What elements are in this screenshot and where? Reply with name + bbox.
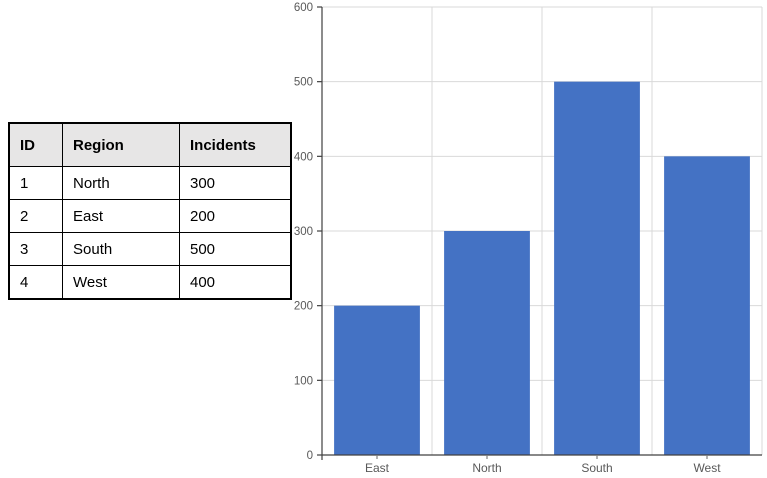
cell-incidents: 400	[179, 265, 292, 300]
y-tick-label: 500	[294, 77, 313, 89]
x-tick-label: South	[581, 461, 612, 475]
y-tick-label: 600	[294, 2, 313, 14]
cell-incidents: 300	[179, 166, 292, 200]
y-tick-label: 400	[294, 151, 313, 163]
cell-region: West	[62, 265, 180, 300]
cell-incidents: 200	[179, 199, 292, 233]
bar-west	[664, 156, 750, 456]
cell-id: 1	[8, 166, 63, 200]
y-tick-label: 300	[294, 226, 313, 238]
cell-region: North	[62, 166, 180, 200]
table-row: 2 East 200	[8, 199, 292, 233]
cell-id: 4	[8, 265, 63, 300]
cell-id: 2	[8, 199, 63, 233]
table-header-row: ID Region Incidents	[8, 122, 292, 167]
incidents-table-header: ID Region Incidents	[8, 122, 292, 167]
col-header-incidents: Incidents	[179, 122, 292, 167]
cell-region: South	[62, 232, 180, 266]
x-tick-label: North	[472, 461, 501, 475]
bar-south	[554, 81, 640, 456]
col-header-id: ID	[8, 122, 63, 167]
x-tick-label: East	[365, 461, 390, 475]
bar-east	[334, 305, 420, 455]
y-tick-label: 200	[294, 301, 313, 313]
table-row: 4 West 400	[8, 265, 292, 300]
cell-incidents: 500	[179, 232, 292, 266]
incidents-table: ID Region Incidents 1 North 300 2 East 2…	[8, 122, 292, 300]
cell-region: East	[62, 199, 180, 233]
x-tick-label: West	[693, 461, 721, 475]
col-header-region: Region	[62, 122, 180, 167]
y-tick-label: 100	[294, 375, 313, 387]
bar-north	[444, 231, 530, 455]
cell-id: 3	[8, 232, 63, 266]
bar-chart-svg: 0 100 200 300 400 500 600 East North South West	[294, 2, 763, 475]
y-tick-label: 0	[307, 450, 313, 462]
bar-chart: 0 100 200 300 400 500 600 East North South West	[290, 0, 767, 478]
table-row: 1 North 300	[8, 166, 292, 200]
table-row: 3 South 500	[8, 232, 292, 266]
